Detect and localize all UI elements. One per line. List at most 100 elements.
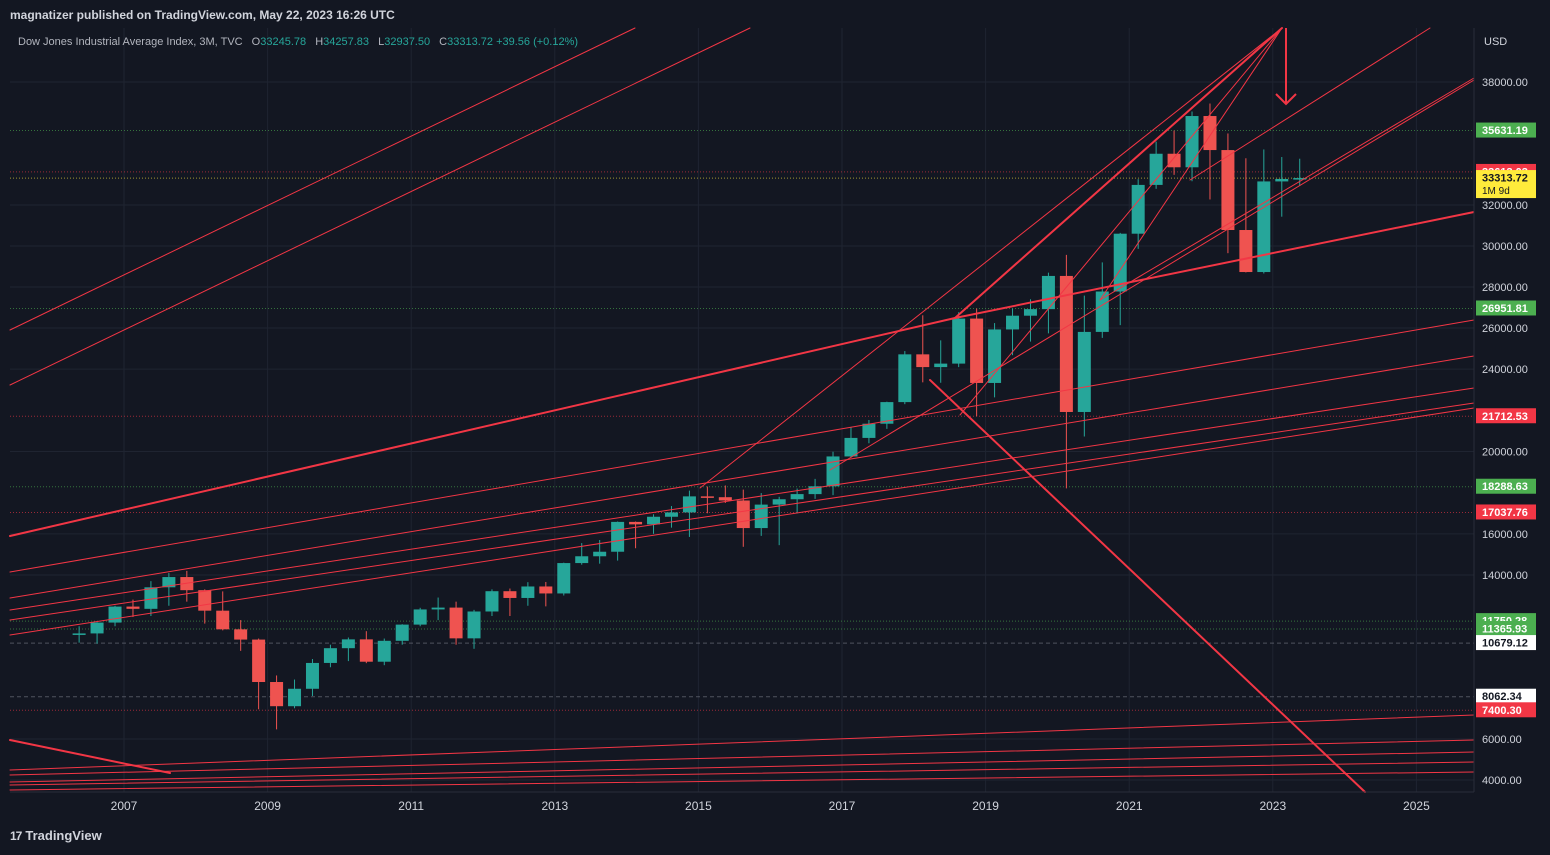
low-label: L xyxy=(378,36,385,48)
y-tick-label: 14000.00 xyxy=(1482,570,1528,582)
trendline xyxy=(699,27,1283,489)
y-tick-label: 20000.00 xyxy=(1482,447,1528,459)
candle-body xyxy=(359,639,373,662)
chart-grid xyxy=(10,28,1474,792)
candle-body xyxy=(1293,178,1307,180)
candle-body xyxy=(736,500,750,529)
price-label-badge xyxy=(1476,702,1536,718)
candle-body xyxy=(1041,275,1055,310)
candle-body xyxy=(539,586,553,594)
x-tick-label: 2013 xyxy=(541,799,568,813)
x-tick-label: 2023 xyxy=(1259,799,1286,813)
candle-body xyxy=(305,662,319,689)
candle-body xyxy=(1275,178,1289,182)
candle-body xyxy=(144,587,158,609)
trendline xyxy=(9,387,1475,611)
candle-body xyxy=(413,609,427,625)
trendline-drawings[interactable] xyxy=(9,27,1475,793)
candle-body xyxy=(862,423,876,438)
trendline xyxy=(9,739,171,774)
candle-body xyxy=(1185,116,1199,168)
candle-body xyxy=(162,577,176,588)
trendline xyxy=(1099,77,1475,301)
price-label-badge xyxy=(1476,688,1536,704)
candle-body xyxy=(1113,233,1127,292)
candle-body xyxy=(1167,153,1181,168)
trendline xyxy=(829,79,1475,471)
candle-body xyxy=(611,521,625,552)
candle-body xyxy=(252,639,266,683)
candle-body xyxy=(647,516,661,525)
price-label-text: 11365.93 xyxy=(1482,623,1527,635)
change-value: +39.56 (+0.12%) xyxy=(496,36,579,48)
candle-body xyxy=(72,633,86,635)
candle-body xyxy=(1023,309,1037,316)
price-label-badge xyxy=(1476,635,1536,651)
price-label-badge xyxy=(1476,170,1536,199)
trendline xyxy=(9,751,1475,783)
candle-body xyxy=(988,329,1002,383)
trendline xyxy=(9,714,1475,771)
candle-body xyxy=(1149,153,1163,185)
low-value: 32937.50 xyxy=(384,36,431,48)
candle-body xyxy=(934,363,948,368)
close-value: 33313.72 xyxy=(447,36,494,48)
price-label-badge xyxy=(1476,478,1536,494)
y-tick-label: 24000.00 xyxy=(1482,364,1528,376)
candle-body xyxy=(557,563,571,594)
price-label-text: 17037.76 xyxy=(1482,507,1528,519)
price-label-text: 21712.53 xyxy=(1482,411,1528,423)
candle-body xyxy=(108,606,122,623)
trendline xyxy=(954,211,1475,319)
trendline xyxy=(9,761,1475,786)
candle-body xyxy=(952,318,966,364)
candle-body xyxy=(1077,331,1091,412)
price-level-lines xyxy=(10,130,1474,711)
candle-body xyxy=(288,688,302,707)
trendline xyxy=(959,27,1283,416)
x-tick-label: 2007 xyxy=(111,799,138,813)
x-tick-label: 2017 xyxy=(829,799,856,813)
candle-body xyxy=(664,512,678,517)
y-tick-label: 26000.00 xyxy=(1482,323,1528,335)
candle-body xyxy=(1095,291,1109,332)
tradingview-logo-icon: 17 xyxy=(10,829,22,843)
price-label-text: 35631.19 xyxy=(1482,125,1528,137)
trendline xyxy=(9,402,1475,621)
x-tick-label: 2025 xyxy=(1403,799,1430,813)
x-tick-label: 2015 xyxy=(685,799,712,813)
high-value: 34257.83 xyxy=(323,36,370,48)
candle-body xyxy=(1006,315,1020,330)
candle-body xyxy=(916,354,930,368)
x-tick-label: 2011 xyxy=(398,799,424,813)
candle-body xyxy=(234,629,248,640)
trendline xyxy=(9,355,1475,599)
symbol-legend: Dow Jones Industrial Average Index, 3M, … xyxy=(18,36,578,48)
candle-body xyxy=(503,591,517,598)
candle-body xyxy=(126,606,140,609)
candle-body xyxy=(844,437,858,457)
y-tick-label: 6000.00 xyxy=(1482,734,1522,746)
candle-body xyxy=(1221,150,1235,231)
candle-body xyxy=(970,318,984,383)
trendline xyxy=(954,27,1283,319)
candle-body xyxy=(216,610,230,630)
tradingview-footer[interactable]: 17 TradingView xyxy=(10,828,102,843)
symbol-name: Dow Jones Industrial Average Index, 3M, … xyxy=(18,36,243,48)
arrow-head-icon xyxy=(1275,93,1297,106)
candle-body xyxy=(880,402,894,424)
candle-body xyxy=(772,499,786,505)
y-tick-label: 30000.00 xyxy=(1482,241,1528,253)
y-tick-label: 32000.00 xyxy=(1482,200,1528,212)
trendline xyxy=(9,27,636,331)
x-tick-label: 2019 xyxy=(972,799,999,813)
trendline xyxy=(1099,27,1283,301)
open-value: 33245.78 xyxy=(260,36,307,48)
trendline xyxy=(9,407,1475,636)
publisher-caption: magnatizer published on TradingView.com,… xyxy=(10,8,395,22)
candle-body xyxy=(718,497,732,501)
price-label-text: 33313.72 xyxy=(1482,173,1528,185)
candle-body xyxy=(790,494,804,500)
